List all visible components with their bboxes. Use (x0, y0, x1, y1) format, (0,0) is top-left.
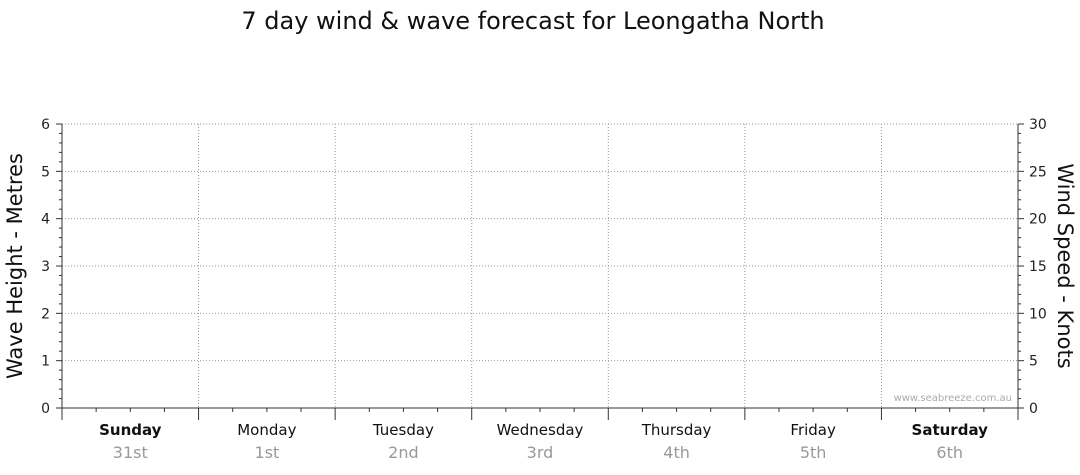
right-tick-label: 30 (1029, 117, 1047, 133)
left-tick-label: 6 (41, 117, 50, 133)
date-label: 31st (113, 443, 148, 462)
left-tick-label: 4 (41, 212, 50, 228)
right-tick-label: 0 (1029, 401, 1038, 417)
day-label: Wednesday (497, 421, 584, 439)
day-label: Thursday (641, 421, 712, 439)
day-label: Monday (237, 421, 296, 439)
date-label: 6th (936, 443, 963, 462)
date-label: 1st (254, 443, 279, 462)
left-tick-label: 2 (41, 306, 50, 322)
left-tick-label: 5 (41, 164, 50, 180)
left-tick-label: 0 (41, 401, 50, 417)
chart-title: 7 day wind & wave forecast for Leongatha… (241, 7, 824, 35)
date-label: 4th (663, 443, 690, 462)
day-label: Saturday (912, 421, 989, 439)
left-y-axis: 0 1 2 3 4 5 6 (41, 117, 63, 417)
date-label: 2nd (388, 443, 418, 462)
left-axis-label: Wave Height - Metres (3, 153, 27, 379)
right-tick-label: 20 (1029, 212, 1047, 228)
grid-lines (62, 123, 1018, 408)
watermark: www.seabreeze.com.au (894, 393, 1012, 404)
date-label: 5th (800, 443, 827, 462)
right-axis-label: Wind Speed - Knots (1053, 163, 1077, 368)
left-tick-label: 3 (41, 259, 50, 275)
right-y-axis: 0 5 10 15 20 25 30 (1017, 117, 1047, 417)
day-label: Tuesday (372, 421, 434, 439)
right-tick-label: 15 (1029, 259, 1047, 275)
x-axis: Sunday 31st Monday 1st Tuesday 2nd Wednesday 3r… (61, 407, 1019, 462)
date-label: 3rd (527, 443, 554, 462)
day-label: Sunday (99, 421, 162, 439)
day-label: Friday (790, 421, 836, 439)
right-tick-label: 5 (1029, 354, 1038, 370)
left-tick-label: 1 (41, 354, 50, 370)
right-tick-label: 10 (1029, 306, 1047, 322)
right-tick-label: 25 (1029, 164, 1047, 180)
